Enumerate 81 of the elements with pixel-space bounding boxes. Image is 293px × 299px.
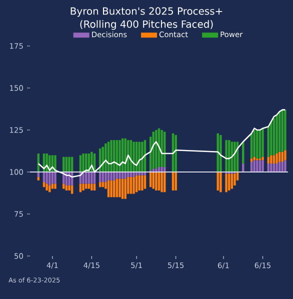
bar	[104, 172, 107, 182]
bar	[267, 164, 270, 172]
bar	[104, 143, 107, 172]
bar	[225, 174, 228, 192]
bar	[48, 172, 51, 186]
bar	[113, 172, 116, 180]
bar	[110, 140, 112, 172]
bar	[262, 160, 264, 172]
bar	[242, 142, 244, 164]
chart-subtitle: (Rolling 400 Pitches Faced)	[80, 20, 213, 30]
bar	[46, 172, 48, 184]
bar	[48, 185, 51, 192]
bar	[113, 180, 116, 198]
bar	[284, 110, 286, 150]
bar	[37, 177, 40, 180]
bar	[110, 172, 112, 180]
bar	[82, 172, 84, 184]
bar	[242, 164, 244, 172]
bar	[284, 150, 286, 160]
bar	[62, 184, 65, 189]
bar	[62, 156, 65, 172]
bar	[284, 160, 286, 172]
bar	[70, 185, 74, 194]
bar	[262, 156, 264, 160]
bar	[272, 155, 276, 164]
bar	[174, 172, 177, 190]
chart-title: Byron Buxton's 2025 Process+	[70, 7, 222, 17]
bar	[82, 154, 84, 172]
bar	[155, 172, 158, 190]
bar	[276, 164, 278, 172]
bar	[155, 130, 158, 169]
bar	[132, 142, 135, 172]
bar	[174, 135, 177, 172]
bar	[82, 184, 84, 190]
bar	[270, 164, 272, 172]
bar	[230, 174, 234, 189]
bar	[160, 166, 163, 172]
bar	[132, 172, 135, 178]
bar	[228, 174, 230, 190]
bar	[68, 185, 70, 190]
bar	[270, 155, 272, 164]
bar	[132, 177, 135, 194]
bar	[118, 178, 121, 198]
bar	[124, 138, 126, 172]
bar	[225, 140, 228, 172]
bar	[253, 160, 256, 172]
bar	[256, 160, 258, 172]
bar	[160, 172, 163, 192]
bar	[130, 177, 132, 194]
bar	[138, 142, 140, 172]
bar	[90, 184, 93, 190]
bar	[220, 135, 222, 172]
bar	[118, 172, 121, 179]
bar	[54, 172, 56, 184]
bar	[250, 158, 253, 162]
bar	[267, 156, 270, 164]
bar	[276, 154, 278, 164]
bar	[160, 130, 163, 167]
bar	[124, 178, 126, 199]
bar	[253, 130, 256, 157]
bar	[110, 180, 112, 198]
bar	[90, 172, 93, 184]
bar	[234, 142, 236, 172]
bar	[253, 156, 256, 160]
bar	[141, 142, 144, 172]
bar	[54, 184, 56, 189]
bar	[234, 174, 236, 186]
bar	[138, 175, 140, 190]
bar	[118, 140, 121, 172]
bar	[127, 172, 130, 178]
bar	[46, 184, 48, 190]
bar	[68, 156, 70, 172]
bar	[220, 172, 222, 192]
bar	[113, 140, 116, 172]
bar	[276, 114, 278, 154]
bar	[270, 122, 272, 156]
bar	[256, 130, 258, 159]
bar	[121, 178, 124, 199]
bar	[141, 175, 144, 190]
bar	[262, 128, 264, 157]
bar	[124, 172, 126, 179]
